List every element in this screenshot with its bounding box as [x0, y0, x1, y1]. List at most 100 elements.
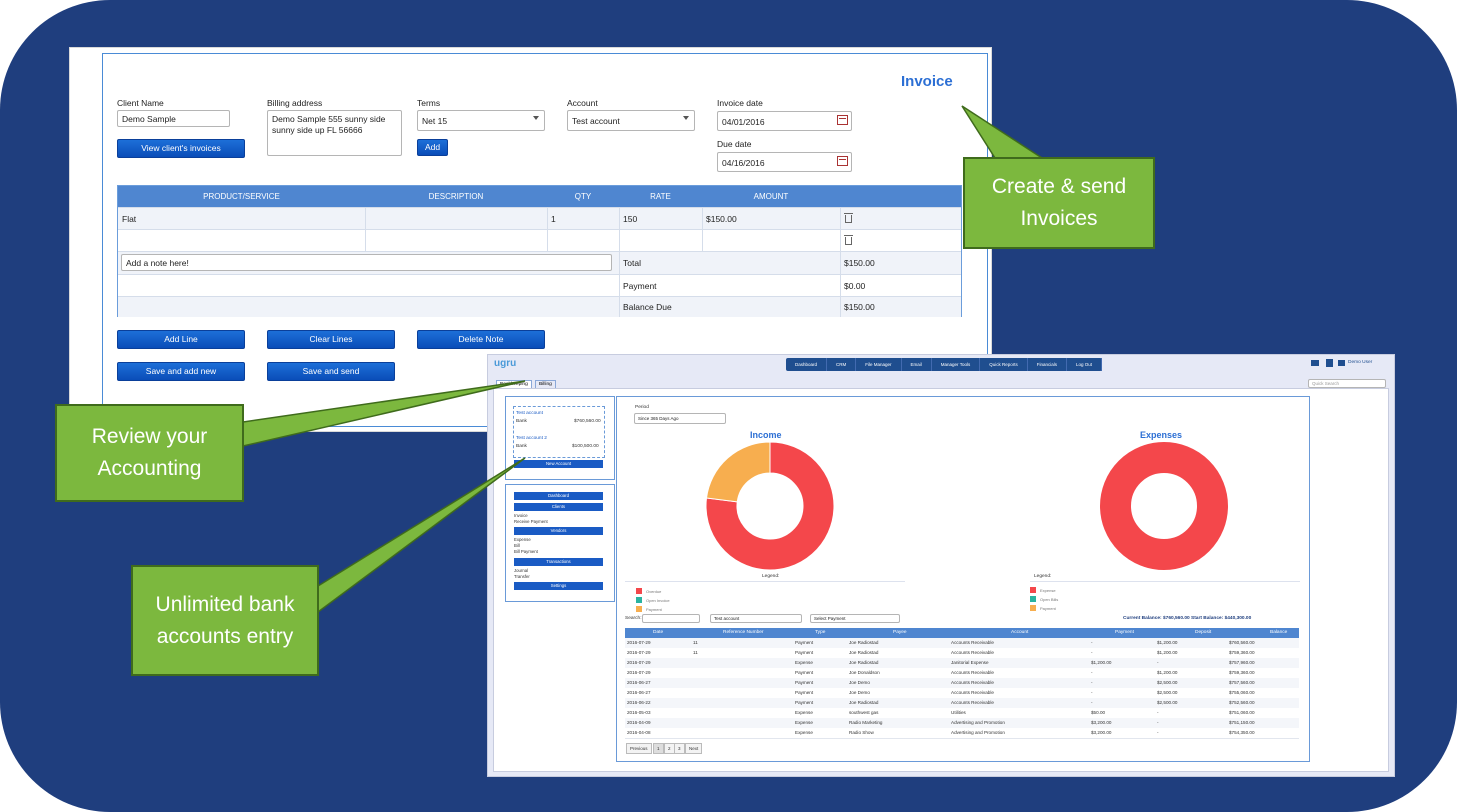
column-header[interactable]: Deposit [1195, 630, 1212, 635]
calendar-icon[interactable] [1326, 359, 1333, 367]
balance-summary: Current Balance: $760,560.00 Start Balan… [1123, 616, 1252, 621]
calendar-icon[interactable] [837, 156, 848, 166]
account-name[interactable]: Test account 2 [516, 436, 547, 441]
table-search-input[interactable] [642, 614, 700, 623]
table-cell: Accounts Receivable [951, 680, 994, 685]
table-cell: Accounts Receivable [951, 640, 994, 645]
invoice-date-input[interactable]: 04/01/2016 [717, 111, 852, 131]
save-add-new-button[interactable]: Save and add new [117, 362, 245, 381]
client-name-input[interactable]: Demo Sample [117, 110, 230, 127]
add-user-icon[interactable] [1311, 360, 1319, 366]
menu-receive-payment[interactable]: Receive Payment [514, 519, 548, 524]
table-cell: Joe Radiostad [849, 660, 879, 665]
qty-cell[interactable]: 1 [551, 214, 556, 224]
due-date-input[interactable]: 04/16/2016 [717, 152, 852, 172]
calendar-icon[interactable] [837, 115, 848, 125]
product-cell[interactable]: Flat [122, 214, 137, 224]
table-cell: Janitorial Expense [951, 660, 989, 665]
table-row[interactable]: 2016-04-08 Expense Radio Show Advertising a… [625, 728, 1299, 739]
user-name[interactable]: Demo User [1348, 360, 1373, 365]
column-header: AMOUNT [753, 192, 789, 201]
legend-item: Payment [646, 607, 662, 612]
due-date-label: Due date [717, 139, 752, 149]
terms-select[interactable]: Net 15 [417, 110, 545, 131]
menu-transactions[interactable]: Transactions [514, 558, 603, 566]
clear-lines-button[interactable]: Clear Lines [267, 330, 395, 349]
invoice-lines-table: PRODUCT/SERVICE DESCRIPTION QTY RATE AMO… [117, 185, 962, 317]
menu-clients[interactable]: Clients [514, 503, 603, 511]
menu-invoice[interactable]: Invoice [514, 513, 528, 518]
rate-cell[interactable]: 150 [623, 214, 638, 224]
menu-expense[interactable]: Expense [514, 537, 531, 542]
menu-dashboard[interactable]: Dashboard [514, 492, 603, 500]
table-cell: $3,200.00 [1091, 720, 1112, 725]
table-cell: $759,360.00 [1229, 650, 1255, 655]
table-cell: 2016-06-27 [627, 680, 651, 685]
menu-transfer[interactable]: Transfer [514, 574, 530, 579]
column-header[interactable]: Payment [1115, 630, 1134, 635]
column-header[interactable]: Reference Number [723, 630, 764, 635]
nav-crm[interactable]: CRM [827, 358, 857, 371]
table-cell: Joe Radiostad [849, 640, 879, 645]
column-header[interactable]: Type [815, 630, 826, 635]
callout-pointer [961, 105, 1045, 159]
trash-icon[interactable] [844, 235, 853, 245]
column-header[interactable]: Account [1011, 630, 1029, 635]
nav-dashboard[interactable]: Dashboard [786, 358, 828, 371]
table-cell: $754,350.00 [1229, 730, 1255, 735]
mail-icon[interactable] [1338, 360, 1345, 366]
add-line-button[interactable]: Add Line [117, 330, 245, 349]
column-header[interactable]: Balance [1270, 630, 1288, 635]
account-name[interactable]: Test account [516, 411, 543, 416]
quick-search-input[interactable]: Quick Search [1308, 379, 1386, 388]
nav-log-out[interactable]: Log Out [1067, 358, 1103, 371]
column-header[interactable]: Date [653, 630, 664, 635]
legend-swatch [1030, 587, 1036, 593]
column-header[interactable]: Payee [893, 630, 907, 635]
total-label: Total [623, 258, 641, 268]
delete-note-button[interactable]: Delete Note [417, 330, 545, 349]
view-client-invoices-button[interactable]: View client's invoices [117, 139, 245, 158]
menu-journal[interactable]: Journal [514, 568, 529, 573]
period-select[interactable]: Since 365 Days Ago [634, 413, 726, 424]
table-cell: Radio Show [849, 730, 874, 735]
nav-file-manager[interactable]: File Manager [856, 358, 902, 371]
income-legend-title: Legend: [762, 574, 780, 579]
menu-settings[interactable]: Settings [514, 582, 603, 590]
billing-address-input[interactable]: Demo Sample 555 sunny side sunny side up… [267, 110, 402, 156]
column-header: RATE [650, 192, 671, 201]
table-row [118, 207, 961, 229]
table-header: PRODUCT/SERVICE DESCRIPTION QTY RATE AMO… [118, 186, 961, 207]
save-send-button[interactable]: Save and send [267, 362, 395, 381]
divider [365, 207, 366, 251]
table-cell: $1,200.00 [1157, 640, 1178, 645]
pagination-page[interactable]: 3 [674, 743, 685, 754]
menu-bill[interactable]: Bill [514, 543, 520, 548]
add-button[interactable]: Add [417, 139, 448, 156]
nav-financials[interactable]: Financials [1028, 358, 1068, 371]
nav-manager-tools[interactable]: Manager Tools [932, 358, 981, 371]
nav-quick-reports[interactable]: Quick Reports [980, 358, 1028, 371]
table-cell: 2016-07-29 [627, 660, 651, 665]
trash-icon[interactable] [844, 213, 853, 223]
pagination-page[interactable]: 1 [653, 743, 664, 754]
pagination-next[interactable]: Next [685, 743, 703, 754]
legend-item: Overdue [646, 589, 662, 594]
nav-email[interactable]: Email [902, 358, 932, 371]
table-cell: - [1091, 700, 1093, 705]
account-select[interactable]: Test account [567, 110, 695, 131]
new-account-button[interactable]: New Account [514, 460, 603, 468]
payment-filter-select[interactable]: Select Payment [810, 614, 900, 623]
table-cell: $2,500.00 [1157, 700, 1178, 705]
table-cell: Expense [795, 720, 813, 725]
terms-value: Net 15 [422, 116, 448, 126]
table-cell: 2016-06-22 [627, 700, 651, 705]
menu-bill-payment[interactable]: Bill Payment [514, 549, 538, 554]
pagination-previous[interactable]: Previous [626, 743, 652, 754]
app-logo[interactable]: ugru [494, 358, 517, 369]
note-input[interactable]: Add a note here! [121, 254, 612, 271]
create-invoices-callout: Create & send Invoices [963, 157, 1155, 249]
menu-vendors[interactable]: Vendors [514, 527, 603, 535]
account-filter-select[interactable]: Test account [710, 614, 802, 623]
